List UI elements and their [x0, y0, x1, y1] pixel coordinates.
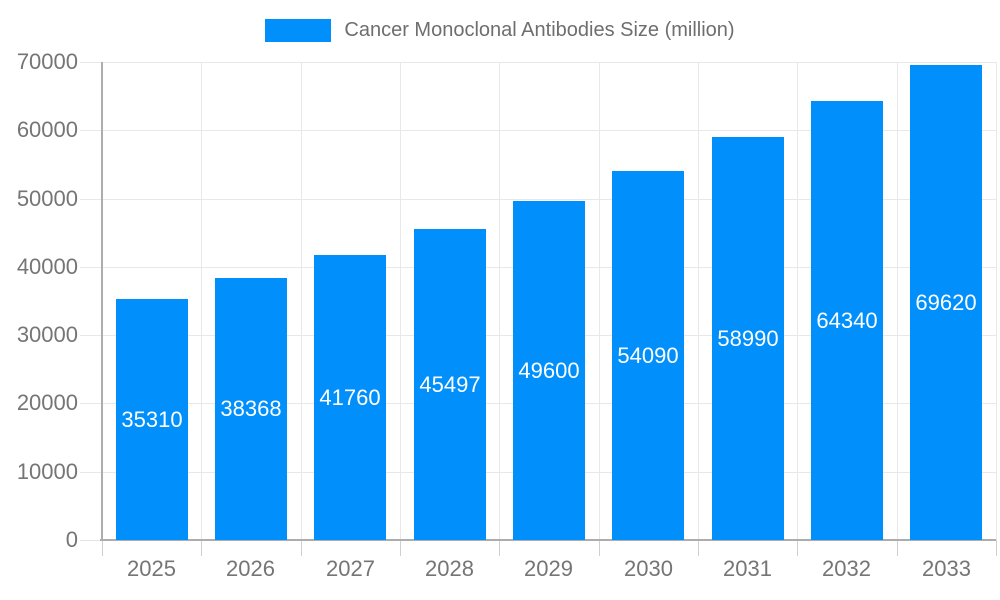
bar-value-label: 54090 [617, 342, 679, 368]
y-axis-label: 40000 [16, 254, 78, 279]
x-tick [201, 540, 202, 556]
y-axis-label: 20000 [16, 390, 78, 415]
x-axis-label: 2025 [127, 556, 176, 581]
bar-value-label: 38368 [220, 396, 282, 421]
x-tick [301, 540, 302, 556]
bar[interactable]: 54090 [612, 171, 684, 540]
x-axis-label: 2026 [226, 556, 275, 581]
x-gridline [400, 62, 401, 540]
x-gridline [499, 62, 500, 540]
bar[interactable]: 38368 [215, 278, 287, 540]
y-axis-label: 30000 [16, 322, 78, 347]
y-axis-label: 10000 [16, 459, 78, 484]
bar-value-label: 41760 [319, 384, 381, 410]
y-axis-label: 50000 [16, 186, 78, 211]
x-gridline [698, 62, 699, 540]
y-axis-label: 0 [65, 527, 78, 552]
x-tick [797, 540, 798, 556]
x-axis-label: 2027 [326, 556, 375, 581]
bar-value-label: 35310 [121, 406, 183, 432]
bar-value-label: 69620 [915, 289, 977, 315]
x-tick [400, 540, 401, 556]
y-gridline [80, 199, 996, 200]
x-gridline [301, 62, 302, 540]
y-axis-line [101, 62, 103, 540]
x-gridline [996, 62, 997, 540]
x-tick [102, 540, 103, 556]
x-gridline [201, 62, 202, 540]
x-axis-label: 2032 [822, 556, 871, 581]
bar[interactable]: 49600 [513, 201, 585, 540]
bar[interactable]: 35310 [116, 299, 188, 540]
legend-label: Cancer Monoclonal Antibodies Size (milli… [344, 19, 735, 41]
x-gridline [599, 62, 600, 540]
x-axis-label: 2028 [425, 556, 474, 581]
x-axis-label: 2033 [922, 556, 971, 581]
y-axis-label: 70000 [16, 49, 78, 74]
y-gridline [80, 130, 996, 131]
bar-value-label: 45497 [419, 371, 481, 397]
x-tick [996, 540, 997, 556]
bar[interactable]: 45497 [414, 229, 486, 540]
bar-value-label: 58990 [717, 325, 779, 351]
y-tick [80, 540, 102, 541]
legend[interactable]: Cancer Monoclonal Antibodies Size (milli… [0, 19, 1000, 42]
bar[interactable]: 58990 [712, 137, 784, 540]
bar-value-label: 64340 [816, 307, 878, 333]
legend-swatch [265, 19, 332, 42]
x-tick [897, 540, 898, 556]
bar[interactable]: 64340 [811, 101, 883, 540]
x-tick [599, 540, 600, 556]
bar[interactable]: 41760 [314, 255, 386, 540]
x-axis-label: 2030 [624, 556, 673, 581]
x-axis-line [100, 539, 996, 541]
x-gridline [897, 62, 898, 540]
x-tick [499, 540, 500, 556]
x-axis-label: 2029 [524, 556, 573, 581]
x-tick [698, 540, 699, 556]
bar-value-label: 49600 [518, 357, 580, 383]
x-axis-label: 2031 [723, 556, 772, 581]
y-gridline [80, 62, 996, 63]
bar[interactable]: 69620 [910, 65, 982, 540]
y-axis-label: 60000 [16, 117, 78, 142]
x-gridline [797, 62, 798, 540]
